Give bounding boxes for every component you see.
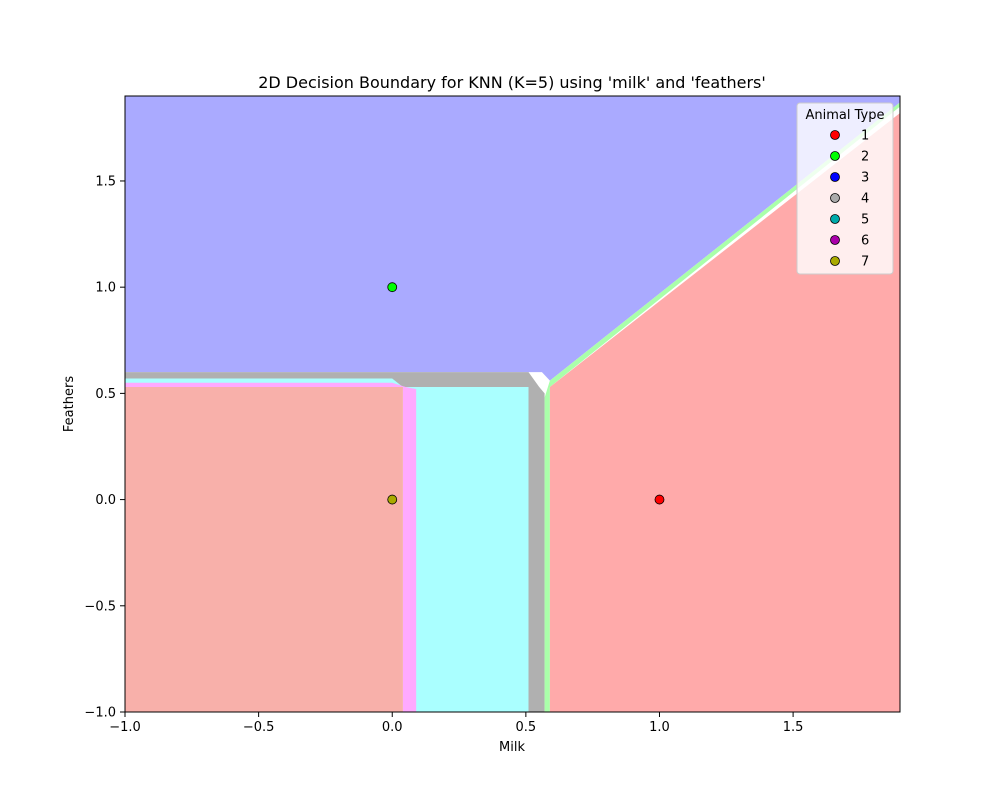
legend-marker-3 [830, 172, 840, 182]
x-tick-label: 1.5 [783, 720, 804, 735]
region-class-3-0 [125, 96, 900, 381]
legend-marker-7 [830, 256, 840, 266]
data-point-0 [387, 282, 398, 293]
data-point-1 [387, 494, 398, 505]
y-tick-label: −0.5 [84, 599, 116, 614]
legend-label-4: 4 [861, 192, 869, 207]
plot-frame [124, 95, 901, 713]
y-tick-label: 0.5 [95, 387, 116, 402]
legend-label-2: 2 [861, 150, 869, 165]
y-axis-ticks: −1.0 −0.5 0.0 0.5 1.0 1.5 [84, 174, 125, 721]
legend-label-5: 5 [861, 213, 869, 228]
y-tick-label: 1.0 [95, 281, 116, 296]
region-class-7-4 [125, 387, 403, 712]
legend-label-1: 1 [861, 129, 869, 144]
legend-marker-1 [830, 130, 840, 140]
y-tick-label: 0.0 [95, 493, 116, 508]
y-tick-label: −1.0 [84, 706, 116, 721]
data-point-2 [654, 494, 665, 505]
legend-label-3: 3 [861, 171, 869, 186]
y-tick-label: 1.5 [95, 174, 116, 189]
legend-marker-6 [830, 235, 840, 245]
legend-marker-2 [830, 151, 840, 161]
region-class-4-6 [528, 387, 545, 712]
legend-marker-5 [830, 214, 840, 224]
data-points [387, 282, 665, 505]
legend-label-6: 6 [861, 234, 869, 249]
x-tick-label: 0.5 [516, 720, 537, 735]
legend-label-7: 7 [861, 255, 869, 270]
x-tick-label: 0.0 [382, 720, 403, 735]
y-axis-label: Feathers [62, 376, 77, 432]
legend-box [796, 102, 894, 275]
x-tick-label: 1.0 [649, 720, 670, 735]
x-tick-label: −0.5 [243, 720, 275, 735]
legend-marker-4 [830, 193, 840, 203]
x-axis-label: Milk [499, 740, 525, 755]
x-tick-label: −1.0 [109, 720, 141, 735]
legend: Animal Type 1 2 3 4 5 6 7 [796, 102, 894, 275]
decision-regions [125, 96, 900, 712]
region-class-5-5 [416, 389, 529, 712]
x-axis-ticks: −1.0 −0.5 0.0 0.5 1.0 1.5 [109, 712, 803, 735]
legend-title: Animal Type [806, 108, 885, 123]
chart-title: 2D Decision Boundary for KNN (K=5) using… [258, 73, 766, 92]
